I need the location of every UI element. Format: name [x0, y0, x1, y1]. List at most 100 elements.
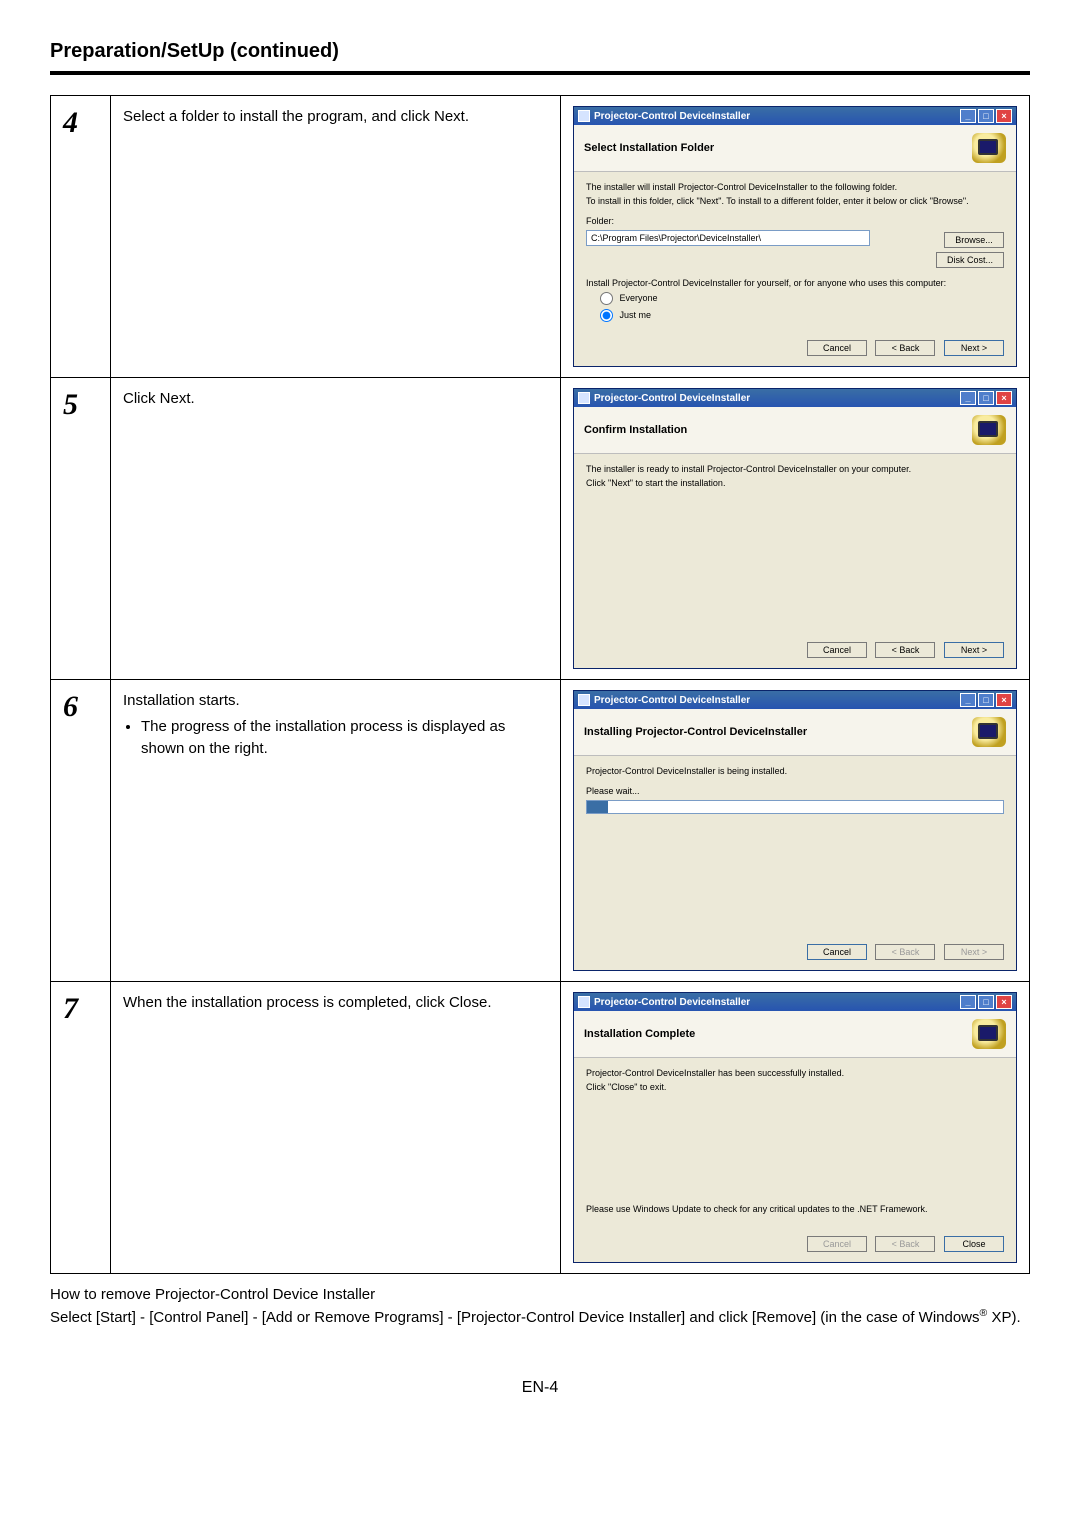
dialog-header: Installation Complete: [574, 1011, 1016, 1058]
installer-dialog: Projector-Control DeviceInstaller _ □ × …: [573, 388, 1017, 669]
next-button: Next >: [944, 944, 1004, 960]
dialog-body: Projector-Control DeviceInstaller is bei…: [574, 756, 1016, 936]
minimize-button[interactable]: _: [960, 391, 976, 405]
step-number: 4: [51, 96, 111, 378]
step-desc-text: Select a folder to install the program, …: [123, 108, 469, 125]
dialog-header: Confirm Installation: [574, 407, 1016, 454]
progress-bar: [586, 800, 1004, 814]
close-dialog-button[interactable]: Close: [944, 1236, 1004, 1252]
next-button[interactable]: Next >: [944, 340, 1004, 356]
maximize-button[interactable]: □: [978, 391, 994, 405]
next-button[interactable]: Next >: [944, 642, 1004, 658]
footer-note: Please use Windows Update to check for a…: [586, 1204, 928, 1214]
radio-justme-label: Just me: [620, 310, 652, 320]
installer-header-icon: [972, 1019, 1006, 1049]
progress-fill: [587, 801, 608, 813]
footer-heading: How to remove Projector-Control Device I…: [50, 1284, 1030, 1306]
page-number: EN-4: [50, 1379, 1030, 1397]
step-number: 6: [51, 680, 111, 982]
page-title: Preparation/SetUp (continued): [50, 40, 1030, 63]
dialog-titlebar: Projector-Control DeviceInstaller _ □ ×: [574, 691, 1016, 709]
dialog-title: Projector-Control DeviceInstaller: [594, 111, 750, 122]
step-description: When the installation process is complet…: [111, 982, 561, 1274]
dialog-titlebar: Projector-Control DeviceInstaller _ □ ×: [574, 107, 1016, 125]
installer-icon: [578, 694, 590, 706]
installer-icon: [578, 392, 590, 404]
footer-text-b: XP).: [987, 1309, 1020, 1326]
step-screenshot-cell: Projector-Control DeviceInstaller _ □ × …: [561, 378, 1030, 680]
step-bullet: The progress of the installation process…: [141, 716, 548, 760]
dialog-header-text: Installing Projector-Control DeviceInsta…: [584, 726, 972, 738]
step-row: 6 Installation starts. The progress of t…: [51, 680, 1030, 982]
minimize-button[interactable]: _: [960, 109, 976, 123]
installer-dialog: Projector-Control DeviceInstaller _ □ × …: [573, 992, 1017, 1263]
body-text: Projector-Control DeviceInstaller is bei…: [586, 766, 1004, 776]
cancel-button[interactable]: Cancel: [807, 944, 867, 960]
dialog-header-text: Confirm Installation: [584, 424, 972, 436]
dialog-header-text: Installation Complete: [584, 1028, 972, 1040]
dialog-header: Installing Projector-Control DeviceInsta…: [574, 709, 1016, 756]
radio-justme-input[interactable]: [600, 309, 613, 322]
step-description: Installation starts. The progress of the…: [111, 680, 561, 982]
step-desc-text: When the installation process is complet…: [123, 994, 492, 1011]
close-button[interactable]: ×: [996, 693, 1012, 707]
folder-label: Folder:: [586, 216, 1004, 226]
cancel-button[interactable]: Cancel: [807, 340, 867, 356]
disk-cost-button[interactable]: Disk Cost...: [936, 252, 1004, 268]
dialog-title: Projector-Control DeviceInstaller: [594, 695, 750, 706]
body-text: The installer is ready to install Projec…: [586, 464, 1004, 474]
step-description: Click Next.: [111, 378, 561, 680]
close-button[interactable]: ×: [996, 995, 1012, 1009]
maximize-button[interactable]: □: [978, 995, 994, 1009]
installer-dialog: Projector-Control DeviceInstaller _ □ × …: [573, 690, 1017, 971]
footer-text-a: Select [Start] - [Control Panel] - [Add …: [50, 1309, 980, 1326]
maximize-button[interactable]: □: [978, 693, 994, 707]
step-description: Select a folder to install the program, …: [111, 96, 561, 378]
installer-dialog: Projector-Control DeviceInstaller _ □ × …: [573, 106, 1017, 367]
body-text: Click "Close" to exit.: [586, 1082, 1004, 1092]
dialog-buttons: Cancel < Back Close: [574, 1228, 1016, 1262]
back-button: < Back: [875, 1236, 935, 1252]
dialog-title: Projector-Control DeviceInstaller: [594, 393, 750, 404]
step-number: 5: [51, 378, 111, 680]
dialog-title: Projector-Control DeviceInstaller: [594, 997, 750, 1008]
dialog-titlebar: Projector-Control DeviceInstaller _ □ ×: [574, 389, 1016, 407]
radio-everyone-input[interactable]: [600, 292, 613, 305]
dialog-buttons: Cancel < Back Next >: [574, 332, 1016, 366]
close-button[interactable]: ×: [996, 391, 1012, 405]
step-number: 7: [51, 982, 111, 1274]
steps-table: 4 Select a folder to install the program…: [50, 95, 1030, 1274]
minimize-button[interactable]: _: [960, 693, 976, 707]
dialog-buttons: Cancel < Back Next >: [574, 634, 1016, 668]
dialog-buttons: Cancel < Back Next >: [574, 936, 1016, 970]
body-text: The installer will install Projector-Con…: [586, 182, 1004, 192]
step-screenshot-cell: Projector-Control DeviceInstaller _ □ × …: [561, 680, 1030, 982]
close-button[interactable]: ×: [996, 109, 1012, 123]
footer-section: How to remove Projector-Control Device I…: [50, 1284, 1030, 1329]
cancel-button[interactable]: Cancel: [807, 642, 867, 658]
installer-header-icon: [972, 415, 1006, 445]
body-text: Click "Next" to start the installation.: [586, 478, 1004, 488]
divider: [50, 71, 1030, 75]
back-button[interactable]: < Back: [875, 642, 935, 658]
installer-icon: [578, 110, 590, 122]
footer-body: Select [Start] - [Control Panel] - [Add …: [50, 1306, 1030, 1329]
step-bullets: The progress of the installation process…: [123, 716, 548, 760]
step-desc-text: Click Next.: [123, 390, 195, 407]
radio-everyone[interactable]: Everyone: [600, 292, 1004, 305]
maximize-button[interactable]: □: [978, 109, 994, 123]
dialog-titlebar: Projector-Control DeviceInstaller _ □ ×: [574, 993, 1016, 1011]
body-text: To install in this folder, click "Next".…: [586, 196, 1004, 206]
installer-header-icon: [972, 133, 1006, 163]
cancel-button: Cancel: [807, 1236, 867, 1252]
minimize-button[interactable]: _: [960, 995, 976, 1009]
browse-button[interactable]: Browse...: [944, 232, 1004, 248]
step-desc-text: Installation starts.: [123, 692, 240, 709]
installer-icon: [578, 996, 590, 1008]
step-screenshot-cell: Projector-Control DeviceInstaller _ □ × …: [561, 96, 1030, 378]
dialog-body: The installer is ready to install Projec…: [574, 454, 1016, 634]
back-button[interactable]: < Back: [875, 340, 935, 356]
radio-justme[interactable]: Just me: [600, 309, 1004, 322]
folder-input[interactable]: C:\Program Files\Projector\DeviceInstall…: [586, 230, 870, 246]
body-text: Projector-Control DeviceInstaller has be…: [586, 1068, 1004, 1078]
